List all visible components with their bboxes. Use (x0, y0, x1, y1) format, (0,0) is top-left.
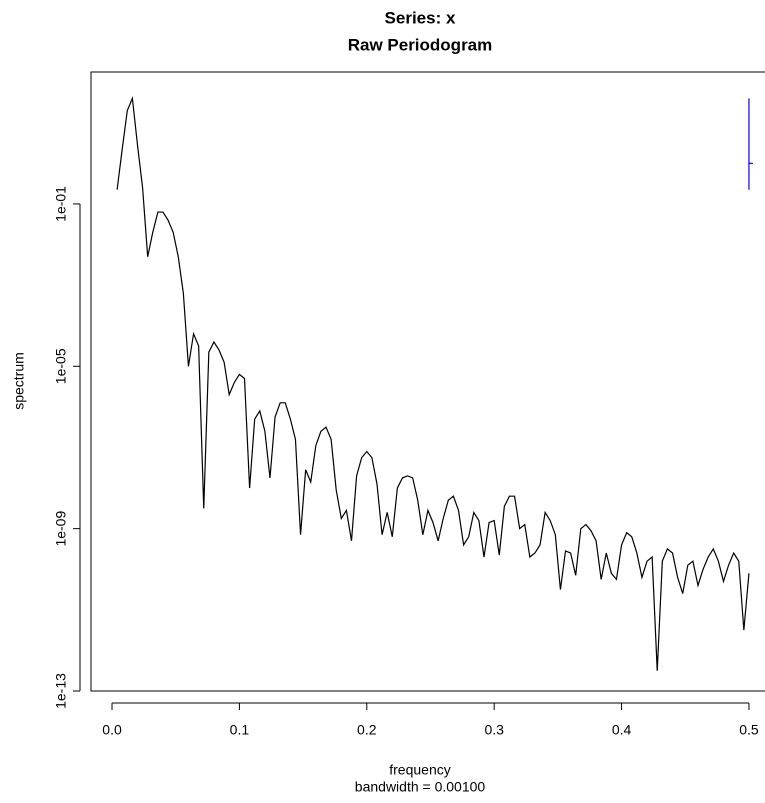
x-tick-label: 0.3 (484, 722, 504, 738)
x-tick-label: 0.5 (739, 722, 759, 738)
chart-title: Series: x (385, 8, 456, 27)
y-tick-label: 1e-13 (53, 673, 69, 709)
y-axis-label: spectrum (11, 352, 27, 410)
x-tick-label: 0.4 (612, 722, 632, 738)
x-tick-label: 0.1 (230, 722, 250, 738)
x-axis-sublabel: bandwidth = 0.00100 (355, 779, 486, 795)
x-tick-label: 0.2 (357, 722, 377, 738)
y-tick-label: 1e-05 (53, 348, 69, 384)
plot-box (90, 71, 765, 692)
spectrum-line (116, 96, 750, 671)
chart-subtitle: Raw Periodogram (348, 35, 493, 54)
x-axis-label: frequency (389, 762, 450, 778)
y-tick-label: 1e-01 (53, 186, 69, 222)
x-tick-label: 0.0 (102, 722, 122, 738)
y-tick-label: 1e-09 (53, 511, 69, 547)
